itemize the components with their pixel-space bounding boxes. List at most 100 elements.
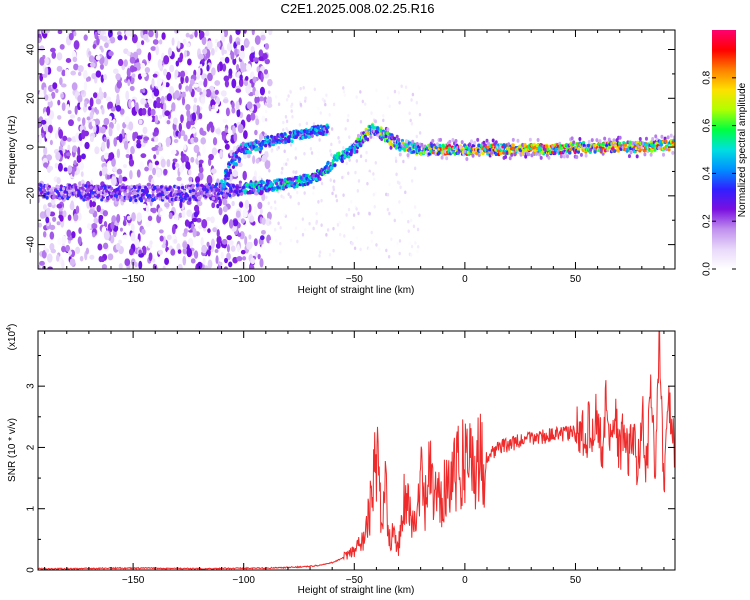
heatmap-cell	[133, 194, 137, 199]
heatmap-cell	[625, 149, 629, 153]
heatmap-cell	[338, 140, 341, 144]
heatmap-cell	[240, 63, 247, 73]
heatmap-cell	[208, 153, 214, 161]
heatmap-cell	[39, 56, 45, 66]
heatmap-cell	[211, 147, 218, 156]
heatmap-cell	[243, 130, 248, 140]
heatmap-cell	[196, 87, 202, 93]
heatmap-cell	[314, 177, 319, 181]
heatmap-cell	[568, 150, 572, 155]
heatmap-cell	[146, 182, 152, 187]
heatmap-cell	[393, 89, 397, 94]
heatmap-cell	[126, 67, 131, 78]
snr-ticks: −150 −100 −50 0 50 0 1 2 3	[26, 331, 675, 586]
heatmap-cell	[504, 155, 508, 160]
heatmap-cell	[326, 160, 330, 165]
heatmap-cell	[507, 142, 511, 147]
snr-y-tick-label: 2	[26, 444, 37, 450]
heatmap-cell	[554, 147, 558, 152]
heatmap-cell	[418, 131, 422, 135]
heatmap-cell	[203, 77, 208, 88]
heatmap-cell	[191, 188, 195, 193]
heatmap-cell	[342, 193, 345, 197]
heatmap-cell	[129, 169, 133, 180]
heatmap-cell	[270, 205, 273, 210]
heatmap-cell	[396, 241, 399, 246]
heatmap-cell	[289, 90, 292, 94]
heatmap-cell	[121, 176, 128, 182]
heatmap-cell	[392, 136, 397, 141]
heatmap-cell	[223, 177, 227, 181]
heatmap-cell	[320, 181, 324, 186]
heatmap-cell	[471, 153, 475, 158]
heatmap-cell	[156, 184, 160, 189]
heatmap-cell	[275, 239, 278, 243]
heatmap-cell	[305, 129, 309, 134]
heatmap-cell	[43, 146, 48, 156]
heatmap-cell	[497, 149, 501, 153]
heatmap-cell	[261, 115, 266, 123]
heatmap-cell	[325, 129, 329, 134]
heatmap-cell	[150, 108, 156, 116]
heatmap-cell	[523, 142, 527, 147]
heatmap-cell	[238, 180, 243, 185]
heatmap-cell	[109, 36, 116, 44]
heatmap-cell	[253, 205, 257, 216]
heatmap-cell	[174, 212, 179, 221]
heatmap-cell	[659, 143, 664, 147]
heatmap-cell	[255, 158, 260, 164]
heatmap-cell	[246, 101, 253, 110]
heatmap-cell	[207, 249, 211, 257]
heatmap-cell	[139, 161, 145, 170]
heatmap-cell	[163, 68, 168, 76]
heatmap-cell	[128, 191, 132, 196]
heatmap-cell	[210, 238, 215, 249]
heatmap-cell	[95, 55, 101, 61]
heatmap-cell	[193, 204, 200, 213]
heatmap-cell	[235, 88, 242, 93]
heatmap-cell	[267, 78, 273, 87]
heatmap-cell	[218, 198, 222, 207]
heatmap-cell	[238, 183, 242, 187]
heatmap-cell	[315, 211, 318, 216]
heatmap-cell	[266, 135, 270, 139]
heatmap-cell	[342, 89, 346, 94]
heatmap-cell	[516, 138, 520, 143]
heatmap-cell	[202, 89, 207, 97]
heatmap-cell	[192, 191, 196, 196]
heatmap-cell	[386, 207, 390, 212]
heatmap-cell	[202, 145, 206, 155]
heatmap-cell	[147, 185, 152, 190]
heatmap-cell	[49, 231, 55, 240]
heatmap-cell	[219, 191, 224, 195]
heatmap-cell	[296, 190, 299, 195]
spectrogram-x-tick-label: −150	[122, 274, 145, 285]
heatmap-cell	[612, 138, 616, 143]
heatmap-cell	[152, 131, 159, 137]
heatmap-cell	[147, 98, 153, 104]
heatmap-cell	[277, 221, 280, 226]
page-title: C2E1.2025.008.02.25.R16	[280, 1, 435, 16]
heatmap-cell	[326, 125, 330, 130]
heatmap-cell	[212, 188, 216, 192]
heatmap-cell	[259, 86, 265, 96]
heatmap-cell	[122, 234, 128, 240]
heatmap-cell	[219, 150, 223, 158]
heatmap-cell	[129, 85, 135, 92]
heatmap-cell	[56, 221, 61, 226]
heatmap-cell	[232, 169, 239, 178]
heatmap-cell	[243, 30, 247, 34]
heatmap-cell	[67, 192, 72, 197]
heatmap-cell	[153, 88, 160, 97]
heatmap-cell	[581, 140, 586, 145]
heatmap-cell	[266, 98, 269, 103]
heatmap-cell	[575, 154, 579, 159]
heatmap-cell	[148, 30, 154, 38]
heatmap-cell	[607, 145, 611, 149]
heatmap-cell	[61, 259, 65, 269]
heatmap-cell	[337, 151, 341, 156]
heatmap-cell	[409, 218, 413, 223]
heatmap-cell	[98, 214, 104, 221]
heatmap-cell	[192, 227, 197, 238]
heatmap-cell	[126, 51, 131, 56]
